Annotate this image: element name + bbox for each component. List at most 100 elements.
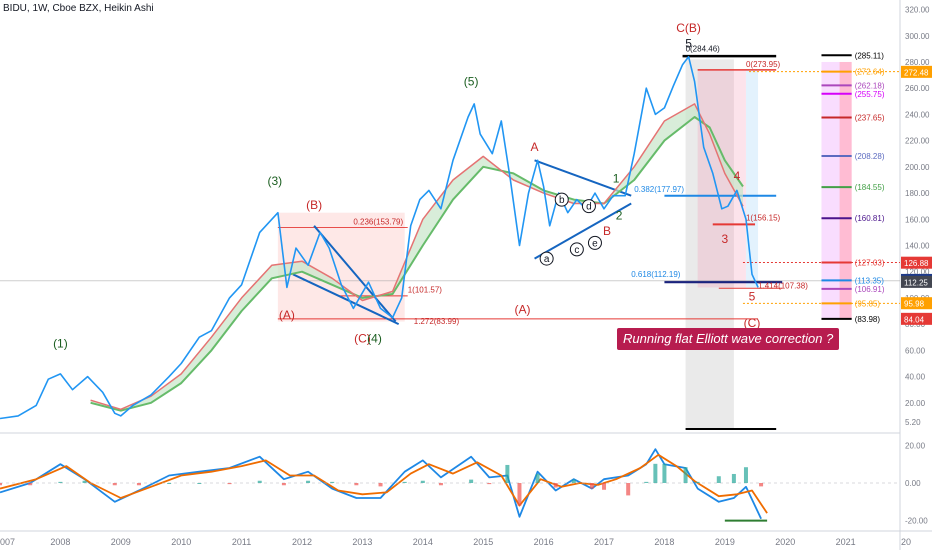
macd-tick-label: -20.00 [905,517,928,526]
gann-label: (113.35) [855,276,885,285]
macd-hist-bar [644,481,649,483]
wedge-lower [292,273,400,326]
macd-hist-bar [112,483,117,486]
x-tick-label: 20 [901,537,911,547]
zone-gann-left [821,61,840,319]
macd-hist-bar [330,481,335,483]
macd-tick-label: 20.00 [905,441,926,450]
gann-label: (272.64) [855,68,885,77]
macd-hist-bar [197,483,202,484]
fib-label: 0(273.95) [746,60,781,69]
gann-label: (83.98) [855,315,881,324]
wave-label: (C) [744,316,761,330]
macd-hist-bar [306,480,311,483]
x-tick-label: 2013 [352,537,372,547]
fib-label: 1(156.15) [746,214,781,223]
y-tick-label: 20.00 [905,399,926,408]
gann-label: (127.03) [855,258,885,267]
gann-label: (208.28) [855,152,885,161]
correction-callout: Running flat Elliott wave correction ? [617,328,840,350]
macd-hist-bar [683,467,688,483]
macd-hist-bar [716,476,721,483]
x-tick-label: 007 [0,537,15,547]
macd-tick-label: 0.00 [905,479,921,488]
price-tag: 112.25 [904,278,928,287]
macd-hist-bar [626,483,631,496]
circle-label: d [586,202,592,213]
macd-hist-bar [589,483,594,489]
x-tick-label: 2012 [292,537,312,547]
macd-hist-bar [438,483,443,486]
macd-hist-bar [731,473,736,483]
ema-slow-line [90,116,744,412]
x-tick-label: 2021 [836,537,856,547]
macd-hist-bar [82,480,87,483]
wave-label: (C) [354,331,371,345]
price-tag: 272.48 [904,68,929,77]
gann-label: (160.81) [855,214,885,223]
macd-hist-bar [281,483,286,486]
triangle-lower [534,202,632,260]
wave-label: 3 [721,232,728,246]
macd-hist-bar [662,463,667,483]
gann-label: (184.55) [855,183,885,192]
price-tag-bg [901,65,932,78]
wave-label: A [531,140,539,154]
price-tag-bg [901,275,932,288]
y-tick-label: 240.00 [905,110,930,119]
wave-label: (4) [367,331,382,345]
x-tick-label: 2011 [232,537,251,547]
y-tick-label: 40.00 [905,373,926,382]
wave-label: 2 [616,208,623,222]
wave-label: C(B) [676,21,701,35]
macd-hist-bar [653,463,658,483]
price-tag-bg [901,312,932,325]
price-tag-bg [901,297,932,310]
gann-label: (262.18) [855,81,885,90]
zone-gann-right [839,61,852,319]
chart-title: BIDU, 1W, Cboe BZX, Heikin Ashi [3,3,154,14]
macd-hist-bar [136,483,141,486]
wave-label: (1) [53,337,68,351]
price-tag: 126.88 [904,259,929,268]
x-tick-label: 2010 [171,537,191,547]
circle-label-bg [539,251,554,266]
macd-hist-bar [0,483,2,486]
x-tick-label: 2017 [594,537,614,547]
macd-hist-bar [505,464,510,483]
y-tick-label: 280.00 [905,58,930,67]
macd-hist-bar [420,480,425,483]
circle-label: c [574,245,579,256]
x-tick-label: 2009 [111,537,131,547]
macd-hist-bar [257,480,262,483]
macd-hist-bar [167,483,172,484]
wave-label: (3) [267,174,282,188]
macd-hist-bar [517,483,522,506]
wave-label: (A) [514,303,530,317]
y-tick-label: 120.00 [905,268,930,277]
y-tick-label: 200.00 [905,163,930,172]
fib-label: 0.618(112.19) [631,270,681,279]
circle-label: a [544,254,550,265]
macd-signal-line [0,453,768,514]
circle-label-bg [587,235,602,250]
macd-hist-bar [695,481,700,483]
y-tick-label: 260.00 [905,84,930,93]
y-tick-label: 160.00 [905,215,930,224]
macd-hist-bar [759,483,764,487]
wave-label: B [603,224,611,238]
fib-label: 1.414(107.38) [758,282,808,291]
wave-label: (5) [464,75,479,89]
circle-label-bg [569,242,584,257]
macd-hist-bar [227,483,232,485]
macd-hist-bar [571,479,576,483]
fib-label: 1(101.57) [408,286,443,295]
fib-label: 1.272(83.99) [414,317,460,326]
y-tick-label: 140.00 [905,241,930,250]
wave-label: 1 [613,172,620,186]
axis-layer: 320.00300.00280.00260.00240.00220.00200.… [0,6,932,547]
gann-label: (255.75) [855,90,885,99]
